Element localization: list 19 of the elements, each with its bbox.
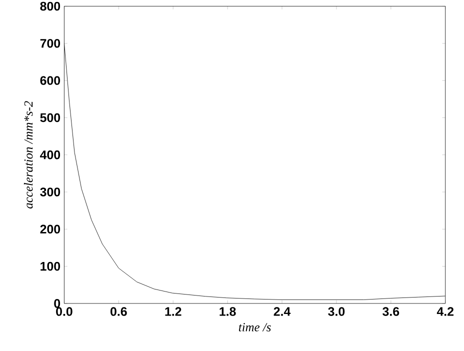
y-tick-label: 300 (40, 188, 60, 196)
x-tick-label: 1.8 (220, 307, 236, 316)
y-tick-label: 200 (40, 224, 60, 234)
y-tick-label: 500 (40, 113, 60, 122)
y-tick-label: 700 (40, 38, 60, 48)
y-tick-label: 600 (40, 76, 60, 85)
y-tick-label: 100 (40, 262, 60, 271)
x-tick-label: 0.0 (56, 307, 72, 316)
y-tick-label: 400 (40, 150, 60, 160)
x-tick-label: 4.2 (436, 307, 454, 316)
x-tick-label: 2.4 (274, 307, 291, 316)
y-tick-label: 0 (54, 299, 60, 308)
x-axis-title: time /s (238, 322, 271, 332)
y-tick-label: 800 (40, 2, 60, 11)
x-tick-label: 1.2 (165, 307, 182, 316)
x-tick-label: 0.6 (110, 307, 127, 316)
x-tick-label: 3.6 (382, 307, 400, 316)
x-tick-label: 3.0 (328, 307, 345, 316)
y-axis-title: acceleration /mm*s-2 (24, 101, 33, 208)
